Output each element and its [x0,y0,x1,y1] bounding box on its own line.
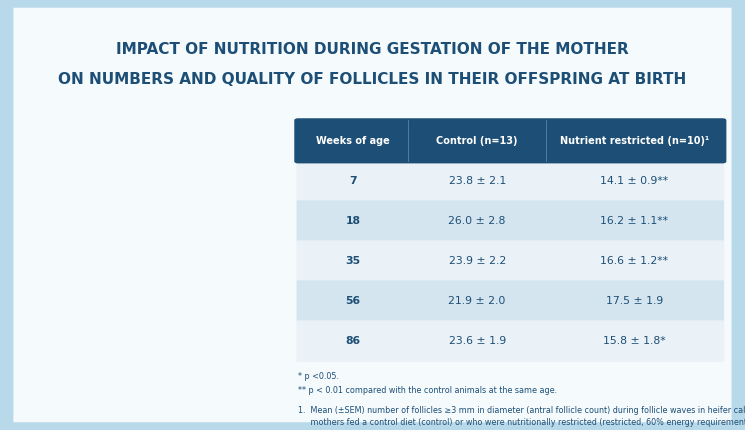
Text: 56: 56 [346,296,361,306]
Text: 23.9 ± 2.2: 23.9 ± 2.2 [448,256,506,266]
Text: 17.5 ± 1.9: 17.5 ± 1.9 [606,296,663,306]
Text: 1.  Mean (±SEM) number of follicles ≥3 mm in diameter (antral follicle count) du: 1. Mean (±SEM) number of follicles ≥3 mm… [298,405,745,415]
Text: 18: 18 [346,216,361,226]
Text: Control (n=13): Control (n=13) [437,136,518,146]
Text: 86: 86 [346,336,361,346]
Text: 16.2 ± 1.1**: 16.2 ± 1.1** [600,216,668,226]
Text: 16.6 ± 1.2**: 16.6 ± 1.2** [600,256,668,266]
Text: 26.0 ± 2.8: 26.0 ± 2.8 [448,216,506,226]
Text: mothers fed a control diet (control) or who were nutritionally restricted (restr: mothers fed a control diet (control) or … [298,418,745,427]
Text: 35: 35 [346,256,361,266]
Text: 15.8 ± 1.8*: 15.8 ± 1.8* [603,336,666,346]
Text: ** p < 0.01 compared with the control animals at the same age.: ** p < 0.01 compared with the control an… [298,386,557,395]
Text: Nutrient restricted (n=10)¹: Nutrient restricted (n=10)¹ [559,136,709,146]
Text: IMPACT OF NUTRITION DURING GESTATION OF THE MOTHER: IMPACT OF NUTRITION DURING GESTATION OF … [116,42,629,57]
Text: 7: 7 [349,176,357,186]
Text: Weeks of age: Weeks of age [317,136,390,146]
Text: 21.9 ± 2.0: 21.9 ± 2.0 [448,296,506,306]
Text: 14.1 ± 0.9**: 14.1 ± 0.9** [600,176,668,186]
Text: * p <0.05.: * p <0.05. [298,372,339,381]
Text: 23.6 ± 1.9: 23.6 ± 1.9 [448,336,506,346]
Text: 23.8 ± 2.1: 23.8 ± 2.1 [448,176,506,186]
Text: ON NUMBERS AND QUALITY OF FOLLICLES IN THEIR OFFSPRING AT BIRTH: ON NUMBERS AND QUALITY OF FOLLICLES IN T… [58,72,687,87]
